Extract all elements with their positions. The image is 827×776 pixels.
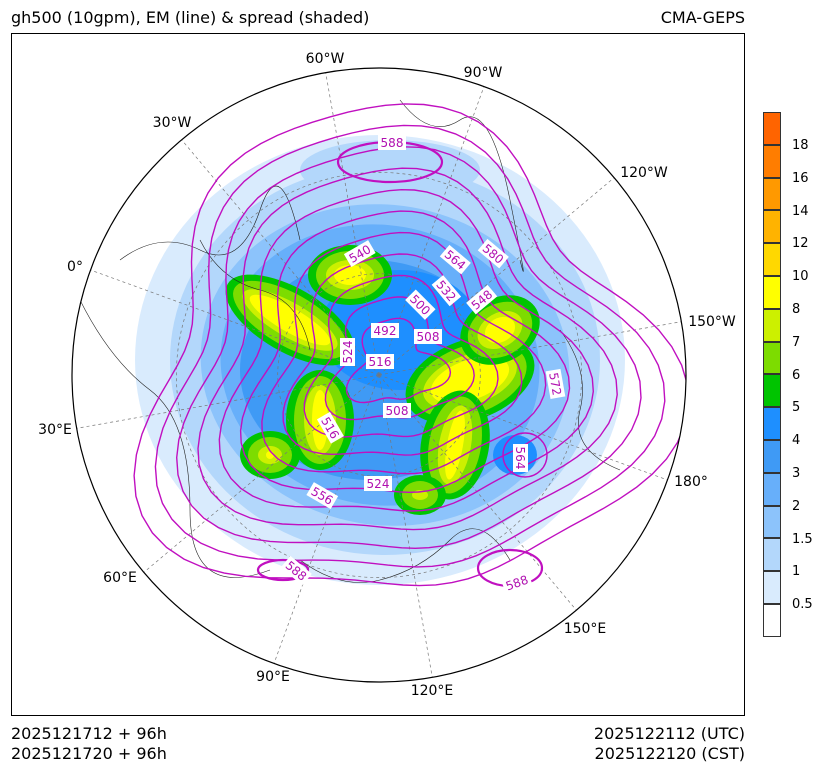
contour-label: 508	[414, 329, 442, 344]
spread-area	[266, 451, 274, 459]
contour-label: 564	[513, 444, 528, 472]
colorbar-label: 7	[792, 334, 801, 350]
longitude-label: 60°E	[103, 570, 137, 586]
colorbar-swatch	[763, 472, 781, 506]
contour-556	[197, 167, 618, 531]
longitude-label: 30°E	[38, 422, 72, 438]
colorbar-label: 6	[792, 367, 801, 383]
contour-label: 492	[371, 323, 399, 338]
longitude-label: 150°E	[564, 621, 607, 637]
colorbar-label: 2	[792, 498, 801, 514]
contour-label: 588	[501, 570, 533, 595]
model-name: CMA-GEPS	[660, 8, 745, 27]
colorbar-label: 3	[792, 466, 801, 481]
colorbar-label: 16	[792, 170, 809, 186]
contour-label: 524	[340, 338, 355, 366]
chart-title: gh500 (10gpm), EM (line) & spread (shade…	[11, 8, 370, 27]
colorbar-label: 14	[792, 203, 809, 219]
contour-label-text: 588	[381, 136, 404, 150]
contour-label-text: 524	[341, 341, 355, 364]
contour-label: 516	[366, 354, 394, 369]
contour-516	[303, 274, 499, 438]
contour-label-text: 572	[546, 372, 564, 397]
colorbar-swatch	[763, 571, 781, 604]
colorbar-label: 1.5	[792, 531, 813, 547]
colorbar-swatch	[763, 604, 781, 637]
colorbar-swatch	[763, 407, 781, 440]
longitude-label: 120°W	[620, 165, 668, 181]
spread-area	[430, 356, 510, 404]
height-contours	[133, 103, 686, 588]
colorbar-label: 0.5	[792, 597, 813, 613]
contour-label: 508	[383, 403, 411, 418]
colorbar-swatch	[763, 505, 781, 539]
init-time-cst: 2025121720 + 96h	[11, 744, 167, 763]
colorbar-label: 10	[792, 269, 809, 285]
colorbar-swatch	[763, 440, 781, 473]
coastline	[119, 185, 301, 261]
contour-label-text: 492	[374, 324, 397, 338]
contour-label-text: 516	[369, 355, 392, 369]
colorbar-swatch	[763, 341, 781, 375]
map-boundary	[71, 67, 687, 683]
colorbar-swatch	[763, 210, 781, 244]
coastline	[79, 299, 271, 578]
longitude-label: 90°W	[464, 65, 503, 81]
contour-label-text: 508	[417, 330, 440, 344]
coastline	[399, 99, 524, 272]
contour-588	[256, 558, 310, 582]
colorbar-label: 4	[792, 433, 801, 449]
colorbar-swatch	[763, 177, 781, 211]
map-frame	[11, 33, 745, 716]
valid-time-cst: 2025122120 (CST)	[594, 744, 745, 763]
contour-label-text: 508	[386, 404, 409, 418]
longitude-labels: 60°W 90°W 30°W 120°W 0° 150°W 30°E 180° 60°E 150°…	[38, 51, 736, 699]
colorbar-swatch	[763, 144, 781, 178]
spread-area	[249, 294, 331, 346]
colorbar-swatch	[763, 276, 781, 309]
contour-564	[175, 146, 642, 550]
coastline	[299, 528, 511, 583]
colorbar-label: 1	[792, 564, 801, 580]
contour-572	[154, 124, 666, 568]
contour-label: 588	[378, 135, 406, 150]
longitude-label: 60°W	[306, 51, 345, 67]
contour-580	[133, 103, 686, 587]
longitude-label: 120°E	[411, 683, 454, 699]
init-time-utc: 2025121712 + 96h	[11, 724, 167, 743]
colorbar-label: 12	[792, 236, 809, 252]
colorbar-swatch	[763, 243, 781, 276]
contour-540	[239, 210, 571, 494]
valid-time-utc: 2025122112 (UTC)	[593, 724, 745, 743]
longitude-label: 90°E	[256, 669, 290, 685]
colorbar-label: 8	[792, 302, 801, 317]
coastline	[559, 329, 621, 471]
contour-label-text: 588	[504, 573, 530, 594]
contour-label: 572	[545, 368, 566, 400]
colorbar-label: 5	[792, 400, 801, 416]
coastlines	[79, 99, 621, 583]
colorbar-swatch	[763, 308, 781, 342]
colorbar-swatch	[763, 112, 781, 145]
contour-label-text: 524	[367, 477, 390, 491]
colorbar-swatch	[763, 374, 781, 408]
contour-564	[502, 432, 548, 478]
colorbar-swatch	[763, 538, 781, 572]
latitude-circle	[176, 172, 582, 578]
longitude-label: 30°W	[153, 115, 192, 131]
contour-label: 524	[364, 476, 392, 491]
contour-label-text: 564	[513, 447, 527, 470]
contour-548	[218, 188, 595, 512]
colorbar-label: 18	[792, 138, 809, 153]
longitude-label: 0°	[67, 259, 83, 275]
spread-area	[300, 140, 480, 200]
longitude-label: 150°W	[688, 314, 736, 330]
longitude-label: 180°	[674, 474, 708, 490]
